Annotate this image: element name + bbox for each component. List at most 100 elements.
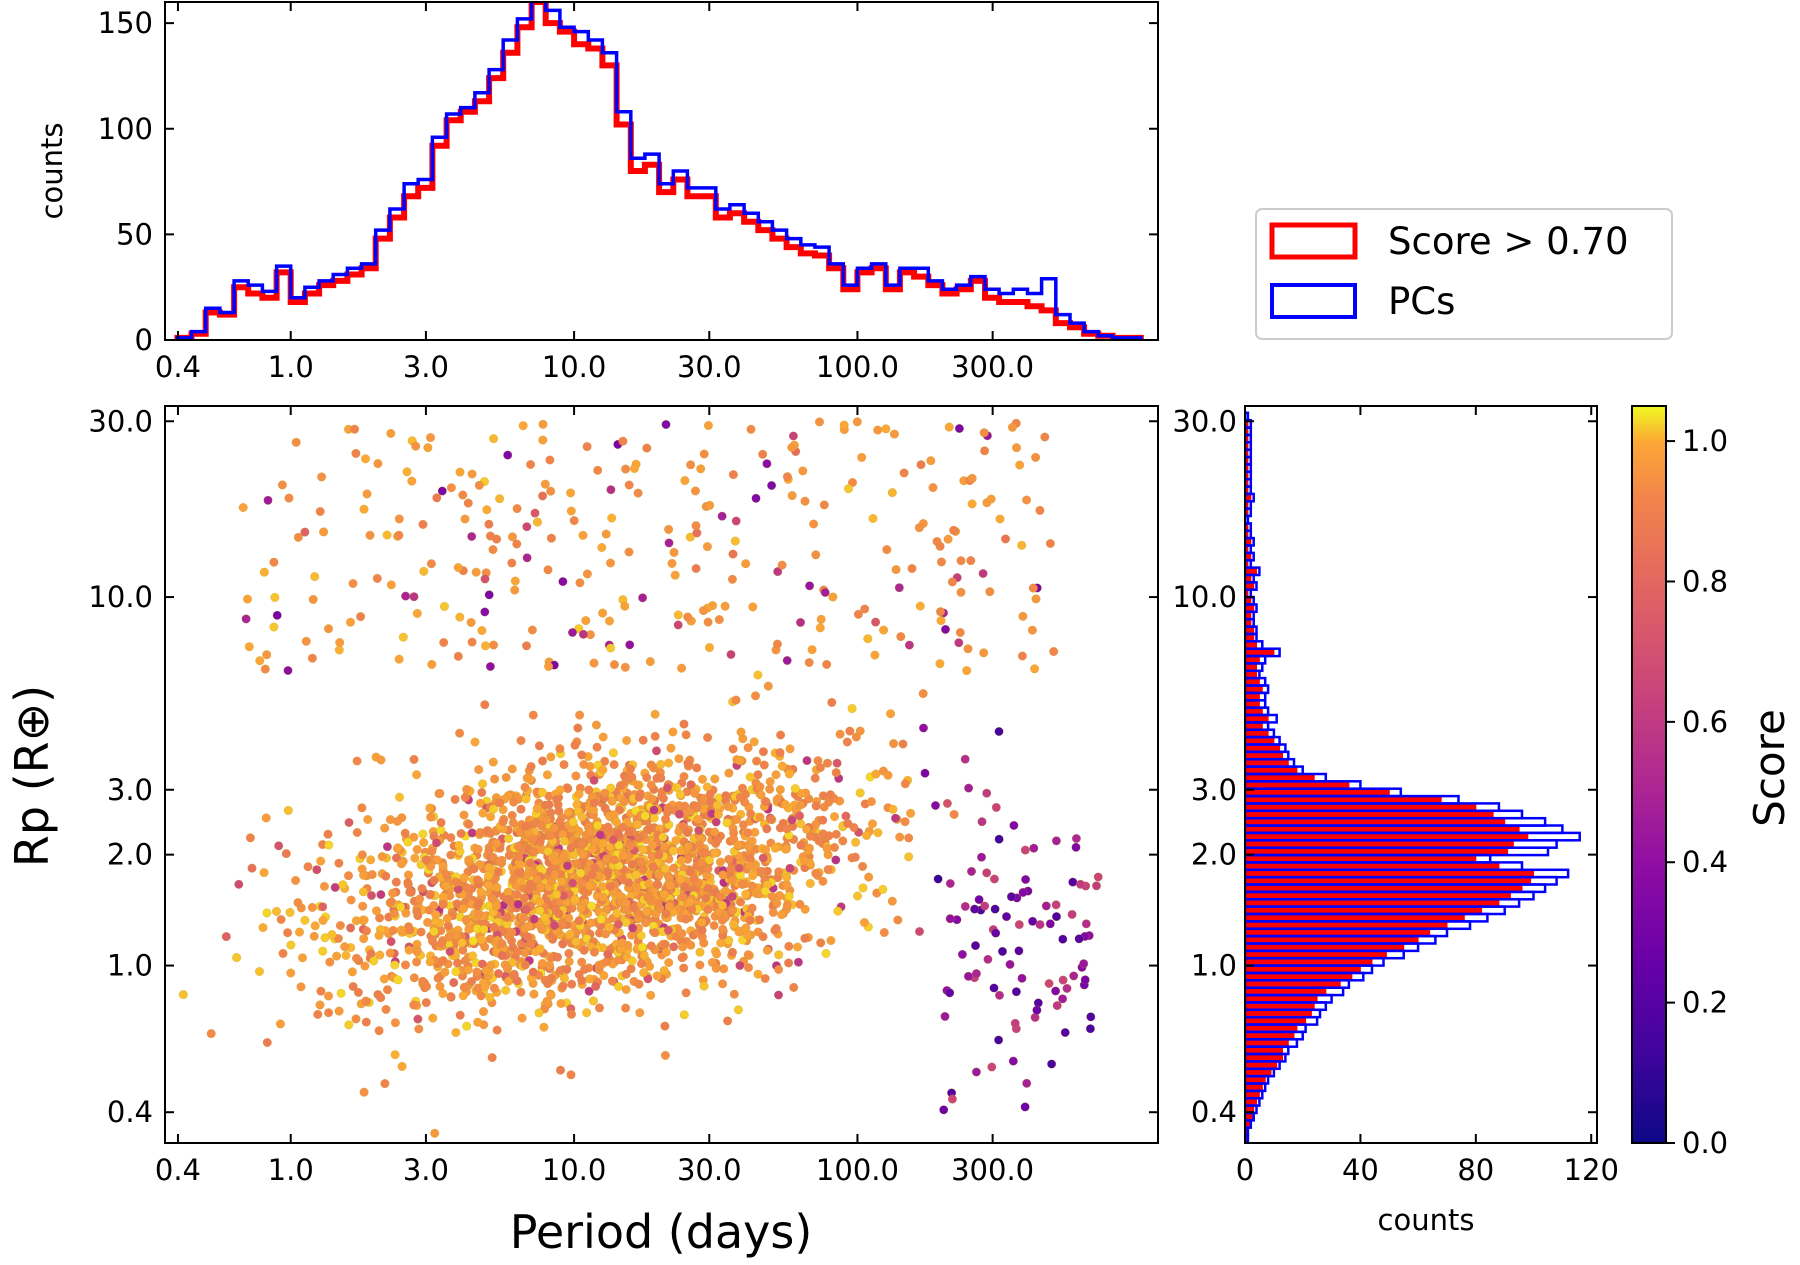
scatter-point xyxy=(761,797,771,807)
scatter-point xyxy=(558,939,568,949)
scatter-point xyxy=(474,898,484,908)
scatter-point xyxy=(733,840,743,850)
scatter-point xyxy=(705,500,715,510)
scatter-point xyxy=(441,881,451,891)
scatter-point xyxy=(1051,900,1061,910)
scatter-point xyxy=(486,812,496,822)
scatter-point xyxy=(435,788,445,798)
scatter-point xyxy=(621,917,631,927)
scatter-point xyxy=(704,643,715,653)
scatter-point xyxy=(653,899,663,909)
scatter-point xyxy=(735,792,745,802)
colorbar-tick-label: 0.8 xyxy=(1682,564,1728,598)
scatter-point xyxy=(670,570,680,580)
scatter-point xyxy=(994,726,1004,737)
scatter-point xyxy=(605,882,615,892)
scatter-point xyxy=(669,547,679,557)
scatter-point xyxy=(906,808,916,818)
scatter-point xyxy=(681,914,691,924)
scatter-point xyxy=(319,527,329,537)
scatter-point xyxy=(723,801,733,811)
scatter-point xyxy=(1007,422,1017,432)
scatter-point xyxy=(532,517,543,527)
scatter-point xyxy=(944,422,954,432)
scatter-point xyxy=(755,812,765,822)
scatter-point xyxy=(430,1128,440,1138)
scatter-point xyxy=(493,969,504,979)
scatter-point xyxy=(466,617,476,627)
scatter-point xyxy=(566,506,576,516)
scatter-point xyxy=(805,581,815,591)
scatter-point xyxy=(580,964,590,974)
scatter-point xyxy=(578,849,588,859)
scatter-point xyxy=(640,811,650,821)
right-histogram-panel: 0 40 80 120 0.4 1.0 2.0 3.0 10.0 30.0 counts xyxy=(1172,404,1618,1237)
scatter-point xyxy=(737,879,747,889)
colorbar-tick-label: 0.4 xyxy=(1682,845,1728,879)
scatter-point xyxy=(936,557,947,567)
scatter-point xyxy=(525,879,535,889)
scatter-point xyxy=(569,516,579,526)
scatter-point xyxy=(775,748,785,758)
scatter-point xyxy=(409,754,419,764)
scatter-point xyxy=(567,979,577,989)
scatter-point xyxy=(727,892,737,902)
scatter-point xyxy=(743,930,753,940)
scatter-point xyxy=(476,887,486,897)
scatter-point xyxy=(468,936,478,946)
scatter-point xyxy=(728,905,738,915)
scatter-point xyxy=(705,789,715,799)
scatter-point xyxy=(587,901,597,911)
scatter-point xyxy=(587,870,597,880)
scatter-point xyxy=(733,1005,743,1015)
scatter-point xyxy=(325,957,335,967)
scatter-point xyxy=(852,891,863,901)
scatter-y-tick-label: 1.0 xyxy=(107,949,153,983)
scatter-point xyxy=(554,909,564,919)
scatter-point xyxy=(842,737,852,747)
scatter-point xyxy=(714,615,724,625)
scatter-point xyxy=(377,852,387,862)
scatter-point xyxy=(324,840,334,850)
scatter-point xyxy=(595,830,605,840)
scatter-point xyxy=(731,516,741,526)
scatter-point xyxy=(386,428,396,438)
scatter-point xyxy=(710,774,720,784)
scatter-point xyxy=(1069,971,1079,981)
scatter-point xyxy=(262,650,272,660)
scatter-point xyxy=(283,665,293,676)
legend-label-pcs: PCs xyxy=(1388,280,1455,323)
scatter-point xyxy=(987,1062,997,1072)
scatter-point xyxy=(539,1022,549,1032)
scatter-point xyxy=(603,867,613,877)
scatter-point xyxy=(634,792,644,802)
scatter-point xyxy=(327,930,337,940)
scatter-point xyxy=(283,805,293,815)
scatter-point xyxy=(323,991,334,1001)
scatter-point xyxy=(825,790,836,800)
scatter-point xyxy=(788,431,798,441)
scatter-point xyxy=(784,769,794,779)
scatter-point xyxy=(482,505,492,515)
scatter-panel: 0.4 1.0 3.0 10.0 30.0 100.0 300.0 0.4 1.0 2.0 3.0… xyxy=(5,404,1159,1259)
scatter-point xyxy=(718,979,728,989)
scatter-point xyxy=(480,641,491,651)
scatter-point xyxy=(800,933,810,943)
right-x-tick-label: 80 xyxy=(1457,1153,1494,1187)
scatter-point xyxy=(415,894,425,904)
scatter-point xyxy=(1030,664,1040,674)
scatter-point xyxy=(570,740,580,750)
scatter-point xyxy=(772,795,782,805)
scatter-point xyxy=(677,663,687,673)
scatter-point xyxy=(621,1003,631,1013)
scatter-point xyxy=(763,681,773,691)
scatter-point xyxy=(459,873,469,883)
scatter-point xyxy=(873,425,883,435)
scatter-point xyxy=(522,553,532,563)
scatter-point xyxy=(1047,1059,1057,1069)
scatter-point xyxy=(718,870,728,880)
scatter-point xyxy=(835,729,845,739)
scatter-point xyxy=(638,735,648,745)
scatter-point xyxy=(713,835,723,845)
scatter-point xyxy=(285,907,295,917)
